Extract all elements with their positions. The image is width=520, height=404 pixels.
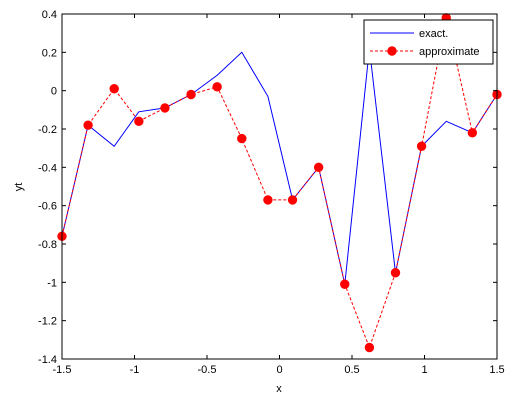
plot-area xyxy=(57,13,502,353)
x-tick-label: -1.5 xyxy=(53,364,72,376)
legend-entry-2: approximate xyxy=(419,46,480,58)
data-point xyxy=(287,195,298,205)
x-tick-label: -1 xyxy=(130,364,140,376)
data-point xyxy=(313,162,324,173)
y-tick-label: -0.4 xyxy=(38,162,57,174)
data-point xyxy=(109,84,119,94)
y-tick-label: 0.2 xyxy=(42,47,57,59)
data-point xyxy=(134,116,144,127)
legend: exact. approximate xyxy=(363,19,494,65)
y-tick-label: -0.8 xyxy=(38,239,57,251)
x-tick-label: -0.5 xyxy=(198,364,217,376)
data-point xyxy=(83,120,93,130)
data-point xyxy=(160,103,170,113)
y-tick-label: -0.2 xyxy=(38,124,57,136)
y-tick-label: 0 xyxy=(51,86,57,98)
x-tick-label: 1.5 xyxy=(489,364,504,376)
y-tick-label: -0.6 xyxy=(38,201,57,213)
data-point xyxy=(390,268,401,278)
y-tick-label: 0.4 xyxy=(42,9,57,21)
data-point xyxy=(467,128,478,138)
data-point xyxy=(340,279,350,289)
series-line-1 xyxy=(61,48,498,285)
x-tick-label: 0.5 xyxy=(344,364,359,376)
data-point xyxy=(186,89,196,100)
x-tick-label: 0 xyxy=(276,364,282,376)
axes: -1.5 -1 -0.5 0 0.5 1 1.5 -1.4 -1.2 -1 -0.8 -0.6 -0.4… xyxy=(38,9,505,376)
data-point xyxy=(263,195,273,205)
data-point xyxy=(212,82,222,92)
y-axis-label: yt xyxy=(13,183,25,192)
y-tick-label: -1.2 xyxy=(38,316,57,328)
data-point xyxy=(237,133,247,144)
series-line-2 xyxy=(61,17,498,349)
legend-marker-2 xyxy=(387,46,397,56)
legend-box xyxy=(363,19,494,65)
x-axis-label: x xyxy=(276,383,282,395)
legend-entry-1: exact. xyxy=(419,28,448,40)
data-point xyxy=(364,342,375,353)
y-tick-label: -1 xyxy=(47,277,57,289)
y-tick-label: -1.4 xyxy=(38,354,57,366)
x-tick-label: 1 xyxy=(421,364,427,376)
data-point xyxy=(416,141,427,151)
